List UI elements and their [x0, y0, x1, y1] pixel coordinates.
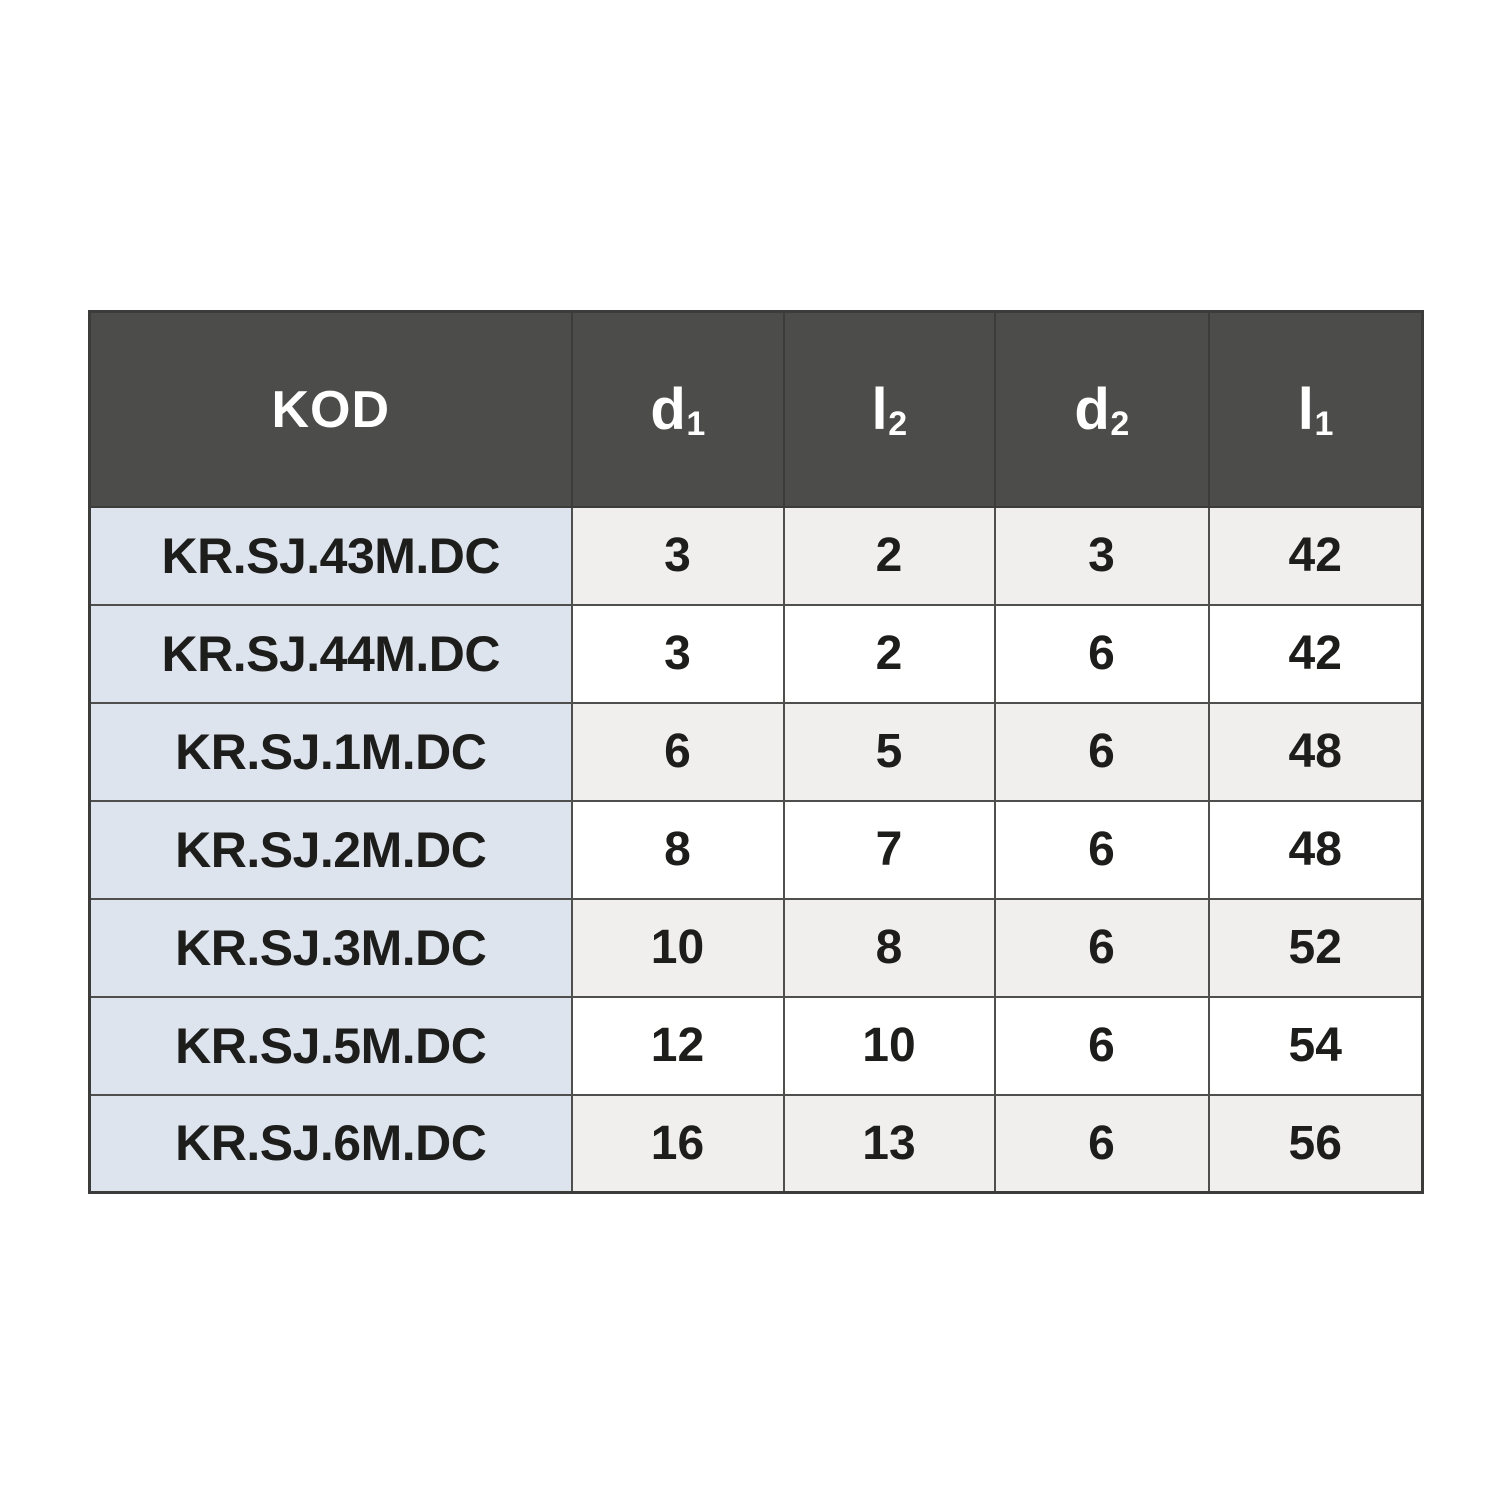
cell-l2: 8	[782, 897, 996, 998]
column-label: l	[1297, 376, 1314, 442]
cell-l2: 2	[782, 505, 996, 606]
column-label: l	[871, 376, 888, 442]
table-row: KR.SJ.3M.DC 10 8 6 52	[88, 897, 1424, 998]
cell-d2: 6	[993, 701, 1210, 802]
cell-d1: 16	[570, 1093, 785, 1194]
column-header-d2: d2	[993, 310, 1210, 508]
cell-d1: 6	[570, 701, 785, 802]
column-label-subscript: 2	[1110, 404, 1130, 443]
cell-l1: 42	[1207, 505, 1424, 606]
table-body: KR.SJ.43M.DC 3 2 3 42 KR.SJ.44M.DC 3 2 6 42 KR.SJ.…	[88, 505, 1424, 1194]
column-label: KOD	[271, 381, 391, 440]
cell-l2: 13	[782, 1093, 996, 1194]
cell-l1: 48	[1207, 799, 1424, 900]
cell-l2: 5	[782, 701, 996, 802]
cell-d1: 3	[570, 505, 785, 606]
cell-d1: 10	[570, 897, 785, 998]
cell-l1: 42	[1207, 603, 1424, 704]
column-header-d1: d1	[570, 310, 785, 508]
cell-kod: KR.SJ.2M.DC	[88, 799, 573, 900]
cell-l1: 54	[1207, 995, 1424, 1096]
column-label-subscript: 1	[1314, 404, 1334, 443]
header-row: KOD d1 l2 d2 l1	[88, 310, 1424, 508]
cell-kod: KR.SJ.43M.DC	[88, 505, 573, 606]
cell-l2: 10	[782, 995, 996, 1096]
cell-l1: 52	[1207, 897, 1424, 998]
cell-d2: 6	[993, 799, 1210, 900]
cell-d2: 6	[993, 995, 1210, 1096]
cell-d2: 6	[993, 1093, 1210, 1194]
table-row: KR.SJ.1M.DC 6 5 6 48	[88, 701, 1424, 802]
table-header: KOD d1 l2 d2 l1	[88, 310, 1424, 508]
table-row: KR.SJ.43M.DC 3 2 3 42	[88, 505, 1424, 606]
cell-d1: 8	[570, 799, 785, 900]
column-label: d	[1074, 376, 1110, 442]
spec-table: KOD d1 l2 d2 l1 KR.SJ.43M.DC 3 2 3 42 KR.SJ.44M.D…	[88, 310, 1424, 1194]
cell-l1: 56	[1207, 1093, 1424, 1194]
column-header-l2: l2	[782, 310, 996, 508]
cell-d2: 6	[993, 897, 1210, 998]
column-header-l1: l1	[1207, 310, 1424, 508]
column-label-subscript: 2	[888, 404, 908, 443]
cell-kod: KR.SJ.44M.DC	[88, 603, 573, 704]
cell-l2: 2	[782, 603, 996, 704]
cell-kod: KR.SJ.6M.DC	[88, 1093, 573, 1194]
cell-kod: KR.SJ.5M.DC	[88, 995, 573, 1096]
cell-l1: 48	[1207, 701, 1424, 802]
table-row: KR.SJ.6M.DC 16 13 6 56	[88, 1093, 1424, 1194]
cell-d2: 6	[993, 603, 1210, 704]
column-label-subscript: 1	[686, 404, 706, 443]
cell-d1: 12	[570, 995, 785, 1096]
table-row: KR.SJ.2M.DC 8 7 6 48	[88, 799, 1424, 900]
cell-kod: KR.SJ.1M.DC	[88, 701, 573, 802]
table-row: KR.SJ.44M.DC 3 2 6 42	[88, 603, 1424, 704]
column-label: d	[650, 376, 686, 442]
column-header-kod: KOD	[88, 310, 573, 508]
cell-l2: 7	[782, 799, 996, 900]
cell-kod: KR.SJ.3M.DC	[88, 897, 573, 998]
cell-d2: 3	[993, 505, 1210, 606]
table-row: KR.SJ.5M.DC 12 10 6 54	[88, 995, 1424, 1096]
cell-d1: 3	[570, 603, 785, 704]
